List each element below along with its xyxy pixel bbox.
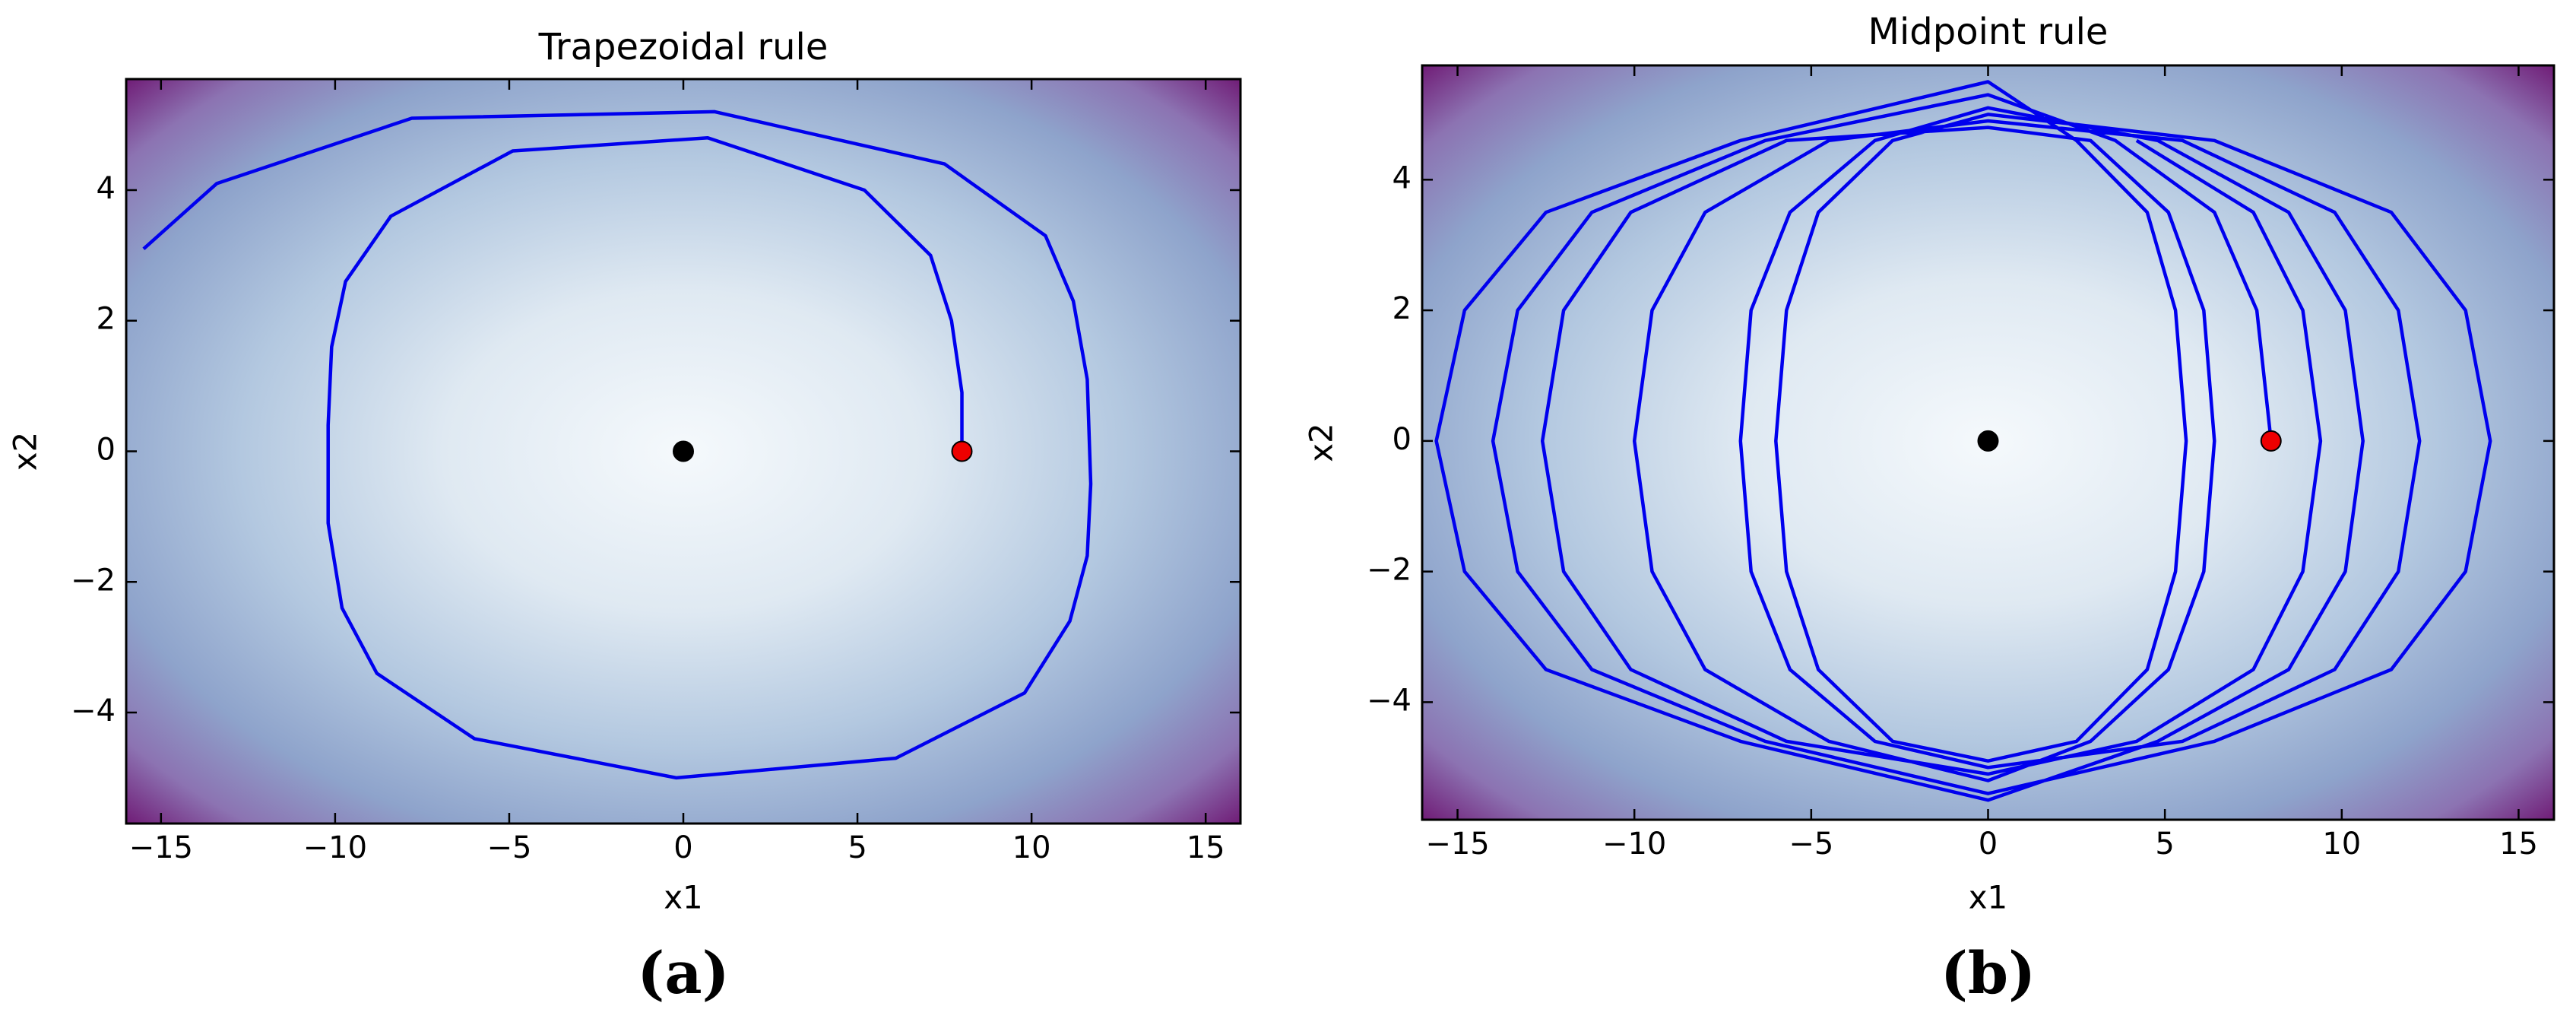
y-tick-label: 4 — [1393, 160, 1412, 195]
y-tick-label: −4 — [71, 694, 116, 728]
x-tick-label: −10 — [1602, 827, 1666, 862]
x-tick-label: 0 — [673, 830, 692, 865]
point-marker — [673, 440, 694, 462]
x-tick-label: −10 — [303, 830, 367, 865]
y-tick-label: −4 — [1367, 683, 1412, 718]
y-tick-label: 0 — [1393, 422, 1412, 457]
y-tick-label: 0 — [97, 433, 116, 468]
point-marker — [2260, 430, 2282, 452]
panel-caption: (a) — [637, 939, 729, 1007]
x-tick-label: 0 — [1979, 827, 1998, 862]
x-tick-label: 5 — [848, 830, 867, 865]
x-tick-label: 10 — [2322, 827, 2361, 862]
point-marker — [951, 440, 973, 462]
x-tick-label: 15 — [2499, 827, 2538, 862]
y-tick-label: −2 — [71, 563, 116, 598]
y-tick-label: −2 — [1367, 553, 1412, 588]
x-tick-label: 10 — [1012, 830, 1051, 865]
y-tick-label: 2 — [1393, 291, 1412, 326]
y-axis-label: x2 — [7, 432, 44, 471]
panel-caption: (b) — [1941, 939, 2036, 1007]
panel: −15 −10 −5 0 5 10 15 −4 −2 0 2 4 Trapezoidal rule x1 x… — [7, 26, 1242, 1007]
y-tick-label: 4 — [97, 171, 116, 206]
y-axis-label: x2 — [1303, 423, 1340, 462]
y-tick-label: 2 — [97, 302, 116, 337]
chart-title: Trapezoidal rule — [538, 26, 829, 68]
chart-title: Midpoint rule — [1868, 11, 2109, 53]
x-tick-label: −15 — [1425, 827, 1489, 862]
x-tick-label: −15 — [129, 830, 193, 865]
x-tick-label: −5 — [1789, 827, 1833, 862]
x-tick-label: −5 — [486, 830, 531, 865]
point-marker — [1977, 430, 1999, 452]
trajectory-line — [142, 110, 1093, 780]
x-axis-label: x1 — [664, 879, 703, 916]
trajectory-line — [1434, 80, 2492, 802]
x-tick-label: 15 — [1187, 830, 1225, 865]
panel: −15 −10 −5 0 5 10 15 −4 −2 0 2 4 Midpoint rule x1 x2 (b… — [1303, 11, 2555, 1007]
x-axis-label: x1 — [1969, 879, 2008, 916]
x-tick-label: 5 — [2155, 827, 2174, 862]
